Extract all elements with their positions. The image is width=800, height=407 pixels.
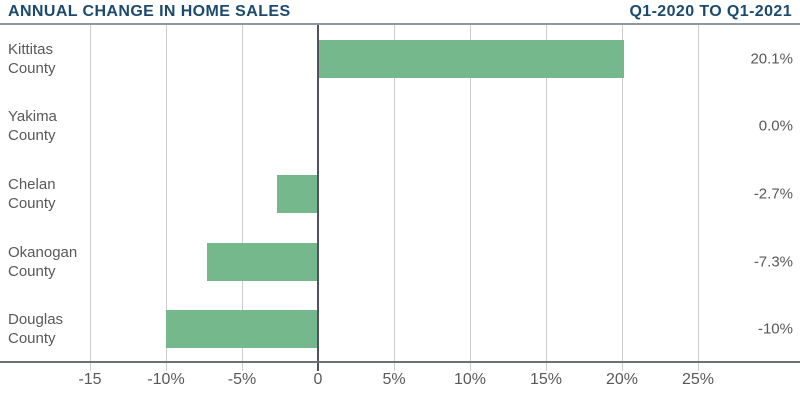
- gridline: [165, 25, 167, 371]
- value-label: 0.0%: [758, 117, 793, 135]
- gridline: [545, 25, 547, 371]
- chart-header: ANNUAL CHANGE IN HOME SALES Q1-2020 TO Q…: [0, 0, 800, 23]
- zero-axis-line: [317, 25, 319, 371]
- bar: [207, 242, 318, 281]
- gridline: [241, 25, 243, 371]
- category-label: Douglas County: [8, 311, 64, 348]
- x-tick-label: -15: [78, 371, 102, 388]
- plot-area: Kittitas County 20.1% Yakima County 0.0% Che…: [0, 25, 800, 371]
- value-label: -2.7%: [753, 185, 793, 203]
- x-tick-label: -10%: [147, 371, 185, 388]
- gridline: [393, 25, 395, 371]
- gridline: [469, 25, 471, 371]
- x-tick-label: -5%: [227, 371, 257, 388]
- x-tick-label: 20%: [605, 371, 639, 388]
- x-tick-label: 15%: [529, 371, 563, 388]
- category-label: Chelan County: [8, 176, 56, 212]
- value-label: -10%: [757, 320, 793, 338]
- category-label: Okanogan County: [8, 243, 78, 280]
- category-label: Yakima County: [8, 108, 57, 145]
- category-label: Kittitas County: [8, 40, 56, 77]
- gridline: [89, 25, 91, 371]
- bar: [166, 310, 318, 349]
- value-label: 20.1%: [750, 50, 793, 68]
- value-label: -7.3%: [753, 253, 793, 271]
- gridline: [697, 25, 699, 371]
- chart-subtitle: Q1-2020 TO Q1-2021: [629, 2, 792, 20]
- bar: [318, 39, 624, 78]
- x-tick-label: 5%: [382, 371, 406, 388]
- x-tick-label: 10%: [453, 371, 487, 388]
- title-divider: [0, 23, 800, 25]
- x-tick-label: 0: [313, 371, 323, 388]
- x-axis: -15 -10% -5% 0 5% 10% 15% 20% 25%: [0, 363, 800, 407]
- bar: [276, 175, 318, 213]
- chart-title: ANNUAL CHANGE IN HOME SALES: [8, 2, 291, 20]
- gridline: [621, 25, 623, 371]
- x-axis-line: [0, 361, 800, 363]
- x-tick-label: 25%: [681, 371, 715, 388]
